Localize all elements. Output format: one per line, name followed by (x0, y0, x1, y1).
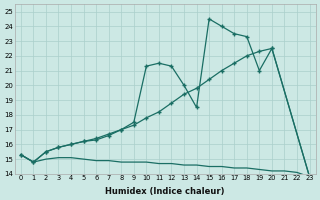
X-axis label: Humidex (Indice chaleur): Humidex (Indice chaleur) (106, 187, 225, 196)
